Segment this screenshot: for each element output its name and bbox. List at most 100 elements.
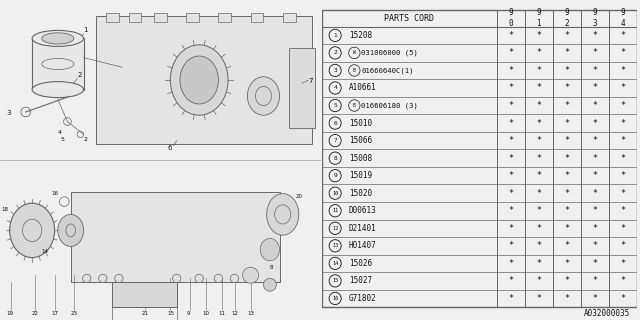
Text: 11: 11 bbox=[332, 208, 339, 213]
Text: PARTS CORD: PARTS CORD bbox=[384, 14, 435, 23]
Ellipse shape bbox=[58, 214, 84, 246]
Text: *: * bbox=[620, 84, 625, 92]
Text: *: * bbox=[592, 171, 597, 180]
Text: 15020: 15020 bbox=[349, 189, 372, 198]
Text: *: * bbox=[508, 224, 513, 233]
Text: *: * bbox=[536, 118, 541, 128]
Text: *: * bbox=[592, 206, 597, 215]
Ellipse shape bbox=[267, 194, 299, 235]
Text: *: * bbox=[620, 259, 625, 268]
Text: *: * bbox=[564, 276, 569, 285]
Text: *: * bbox=[508, 241, 513, 250]
Text: *: * bbox=[508, 189, 513, 198]
Text: *: * bbox=[536, 259, 541, 268]
Text: 20: 20 bbox=[296, 194, 303, 199]
Text: 22: 22 bbox=[32, 311, 39, 316]
Text: *: * bbox=[564, 84, 569, 92]
Circle shape bbox=[115, 274, 123, 283]
Ellipse shape bbox=[32, 82, 84, 98]
Text: *: * bbox=[564, 294, 569, 303]
Text: *: * bbox=[564, 31, 569, 40]
Text: *: * bbox=[592, 189, 597, 198]
Text: *: * bbox=[592, 101, 597, 110]
Text: 15: 15 bbox=[167, 311, 174, 316]
Text: 9: 9 bbox=[333, 173, 337, 178]
Ellipse shape bbox=[180, 56, 218, 104]
Text: H01407: H01407 bbox=[349, 241, 376, 250]
Text: *: * bbox=[620, 294, 625, 303]
Text: 18: 18 bbox=[2, 207, 8, 212]
Ellipse shape bbox=[32, 30, 84, 46]
Text: 19: 19 bbox=[6, 311, 13, 316]
Text: *: * bbox=[564, 171, 569, 180]
Text: *: * bbox=[564, 118, 569, 128]
Text: 15010: 15010 bbox=[349, 118, 372, 128]
Circle shape bbox=[230, 274, 239, 283]
Text: *: * bbox=[592, 84, 597, 92]
Ellipse shape bbox=[243, 267, 259, 283]
Bar bbox=[70, 192, 280, 282]
Text: *: * bbox=[564, 154, 569, 163]
Text: *: * bbox=[564, 101, 569, 110]
Text: 3: 3 bbox=[6, 110, 11, 116]
Text: *: * bbox=[620, 118, 625, 128]
Polygon shape bbox=[113, 282, 177, 307]
Bar bbox=[129, 13, 141, 22]
Ellipse shape bbox=[170, 45, 228, 115]
Text: *: * bbox=[536, 206, 541, 215]
Text: *: * bbox=[536, 276, 541, 285]
Text: 7: 7 bbox=[333, 138, 337, 143]
Bar bbox=[32, 38, 84, 90]
Text: *: * bbox=[508, 101, 513, 110]
Circle shape bbox=[214, 274, 223, 283]
Circle shape bbox=[195, 274, 204, 283]
Text: 5: 5 bbox=[333, 103, 337, 108]
Text: 16: 16 bbox=[51, 191, 58, 196]
Text: *: * bbox=[564, 259, 569, 268]
Text: *: * bbox=[620, 48, 625, 57]
Text: *: * bbox=[620, 276, 625, 285]
Text: *: * bbox=[564, 48, 569, 57]
Text: *: * bbox=[508, 276, 513, 285]
Text: 4: 4 bbox=[58, 130, 62, 135]
Text: 13: 13 bbox=[248, 311, 254, 316]
Text: *: * bbox=[508, 136, 513, 145]
Text: *: * bbox=[620, 206, 625, 215]
Text: *: * bbox=[508, 206, 513, 215]
Bar bbox=[186, 13, 199, 22]
Text: 9
1: 9 1 bbox=[536, 8, 541, 28]
Text: 21: 21 bbox=[141, 311, 148, 316]
Text: 8: 8 bbox=[333, 156, 337, 161]
Text: *: * bbox=[592, 66, 597, 75]
Text: 15026: 15026 bbox=[349, 259, 372, 268]
Text: B: B bbox=[353, 103, 356, 108]
Text: *: * bbox=[564, 66, 569, 75]
Text: *: * bbox=[536, 294, 541, 303]
Bar bbox=[251, 13, 264, 22]
Text: 6: 6 bbox=[333, 121, 337, 125]
Text: *: * bbox=[536, 66, 541, 75]
Text: 14: 14 bbox=[332, 261, 339, 266]
Text: *: * bbox=[536, 241, 541, 250]
Text: *: * bbox=[620, 66, 625, 75]
Bar bbox=[289, 48, 315, 128]
Text: 5: 5 bbox=[61, 137, 65, 142]
Text: *: * bbox=[536, 48, 541, 57]
Text: *: * bbox=[508, 66, 513, 75]
Ellipse shape bbox=[42, 33, 74, 44]
Text: *: * bbox=[592, 136, 597, 145]
Text: *: * bbox=[620, 154, 625, 163]
Text: 1: 1 bbox=[333, 33, 337, 38]
Text: 12: 12 bbox=[332, 226, 339, 231]
Text: *: * bbox=[536, 154, 541, 163]
Text: 9
4: 9 4 bbox=[620, 8, 625, 28]
Text: 031006000 (5): 031006000 (5) bbox=[362, 50, 418, 56]
Bar bbox=[218, 13, 231, 22]
Text: 7: 7 bbox=[308, 78, 313, 84]
Text: 17: 17 bbox=[51, 311, 58, 316]
Text: *: * bbox=[536, 171, 541, 180]
Text: 3: 3 bbox=[333, 68, 337, 73]
Text: 10: 10 bbox=[332, 191, 339, 196]
Text: *: * bbox=[536, 101, 541, 110]
Text: *: * bbox=[508, 171, 513, 180]
